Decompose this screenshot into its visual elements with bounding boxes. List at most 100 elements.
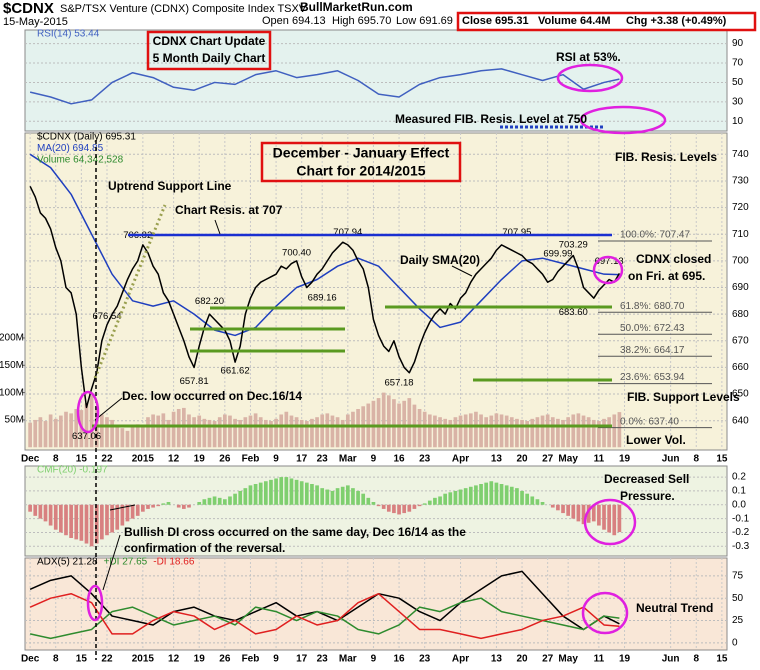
line [29,153,620,337]
uptrend-line [93,204,167,379]
bar [258,482,263,505]
bar [443,418,448,448]
x-tick-label: 13 [491,654,503,665]
bar [207,419,212,448]
bar [141,425,145,448]
bar [586,417,591,448]
bar [59,415,63,448]
y-tick-label: 720 [732,202,749,213]
bar [222,499,227,505]
bar [222,414,227,448]
bar [64,504,68,536]
bar [197,502,202,505]
x-tick-label: Mar [339,454,357,465]
bar [566,504,570,516]
y-tick-label: 0.0 [732,499,746,510]
legend-entry: -DI 18.66 [153,557,195,568]
bar [192,417,196,448]
y-tick-label: -0.1 [732,513,750,524]
x-tick-label: 16 [393,454,405,465]
bar [494,482,499,505]
annotation: 5 Month Daily Chart [153,51,266,65]
bar [468,413,473,448]
bar [125,430,130,448]
bar [176,409,181,448]
bar [120,428,125,448]
bar [284,477,289,505]
bar [69,413,73,448]
bar [146,504,150,509]
bar [499,414,504,448]
y-tick-label: 10 [732,116,744,127]
bar [130,504,135,519]
bar [43,421,48,448]
close: Close 695.31 [462,15,529,27]
legend-entry: RSI(14) 53.44 [37,29,100,40]
y-tick-label: 50 [732,77,744,88]
annotation: Chart for 2014/2015 [296,163,425,179]
panel [24,132,728,451]
y-tick-label: 640 [732,415,749,426]
bar [525,493,530,505]
bar [345,485,350,505]
bar [371,502,376,505]
bar [586,504,591,523]
volume: Volume 64.4M [538,15,611,27]
bar [427,500,432,505]
y-tick-label: 30 [732,97,744,108]
bar [438,417,442,448]
bar [125,504,130,522]
bar [371,400,376,448]
x-tick-label: 23 [419,654,431,665]
bar [289,415,294,448]
bar [48,504,53,526]
y-tick-label: 660 [732,362,749,373]
bar [504,415,509,448]
bar [202,499,207,505]
bar [530,496,535,505]
bar [274,478,278,505]
bar [402,400,407,448]
bar [233,493,237,505]
bar [84,504,89,544]
bar [402,504,407,514]
legend-entry: CMF(20) -0.197 [37,465,108,476]
bar [479,484,483,505]
bar [284,411,289,448]
price-label: 707.94 [333,227,362,238]
x-tick-label: 9 [273,454,279,465]
bar [28,422,32,448]
y-tick-label: 710 [732,229,749,240]
x-tick-label: 19 [619,454,631,465]
highlight [592,255,624,285]
y-tick-label: 90 [732,38,744,49]
bar [448,492,453,505]
annotation: Lower Vol. [626,433,686,447]
bar [263,419,268,448]
x-tick-label: 11 [594,654,605,665]
x-tick-label: 8 [693,454,699,465]
bar [520,419,524,448]
bar [135,424,140,448]
price-label: 703.29 [559,240,588,251]
bar [217,497,222,505]
y2-tick-label: 150M [0,360,24,371]
fib-label: 100.0%: 707.47 [620,230,690,241]
annotation: CDNX closed [636,252,711,266]
highlight [581,591,629,635]
x-tick-label: Dec [21,654,40,665]
price-label: 697.13 [595,256,624,267]
close-box [456,11,757,32]
bar [386,504,391,512]
highlight [556,63,624,93]
bar [571,504,576,519]
bar [161,413,166,448]
y-tick-label: -0.2 [732,527,750,538]
bar [489,481,494,505]
x-tick-label: Jun [662,654,680,665]
bar [494,413,499,448]
arrow [94,397,123,421]
bar [566,417,570,448]
price-label: 700.40 [282,247,311,258]
bar [253,413,258,448]
